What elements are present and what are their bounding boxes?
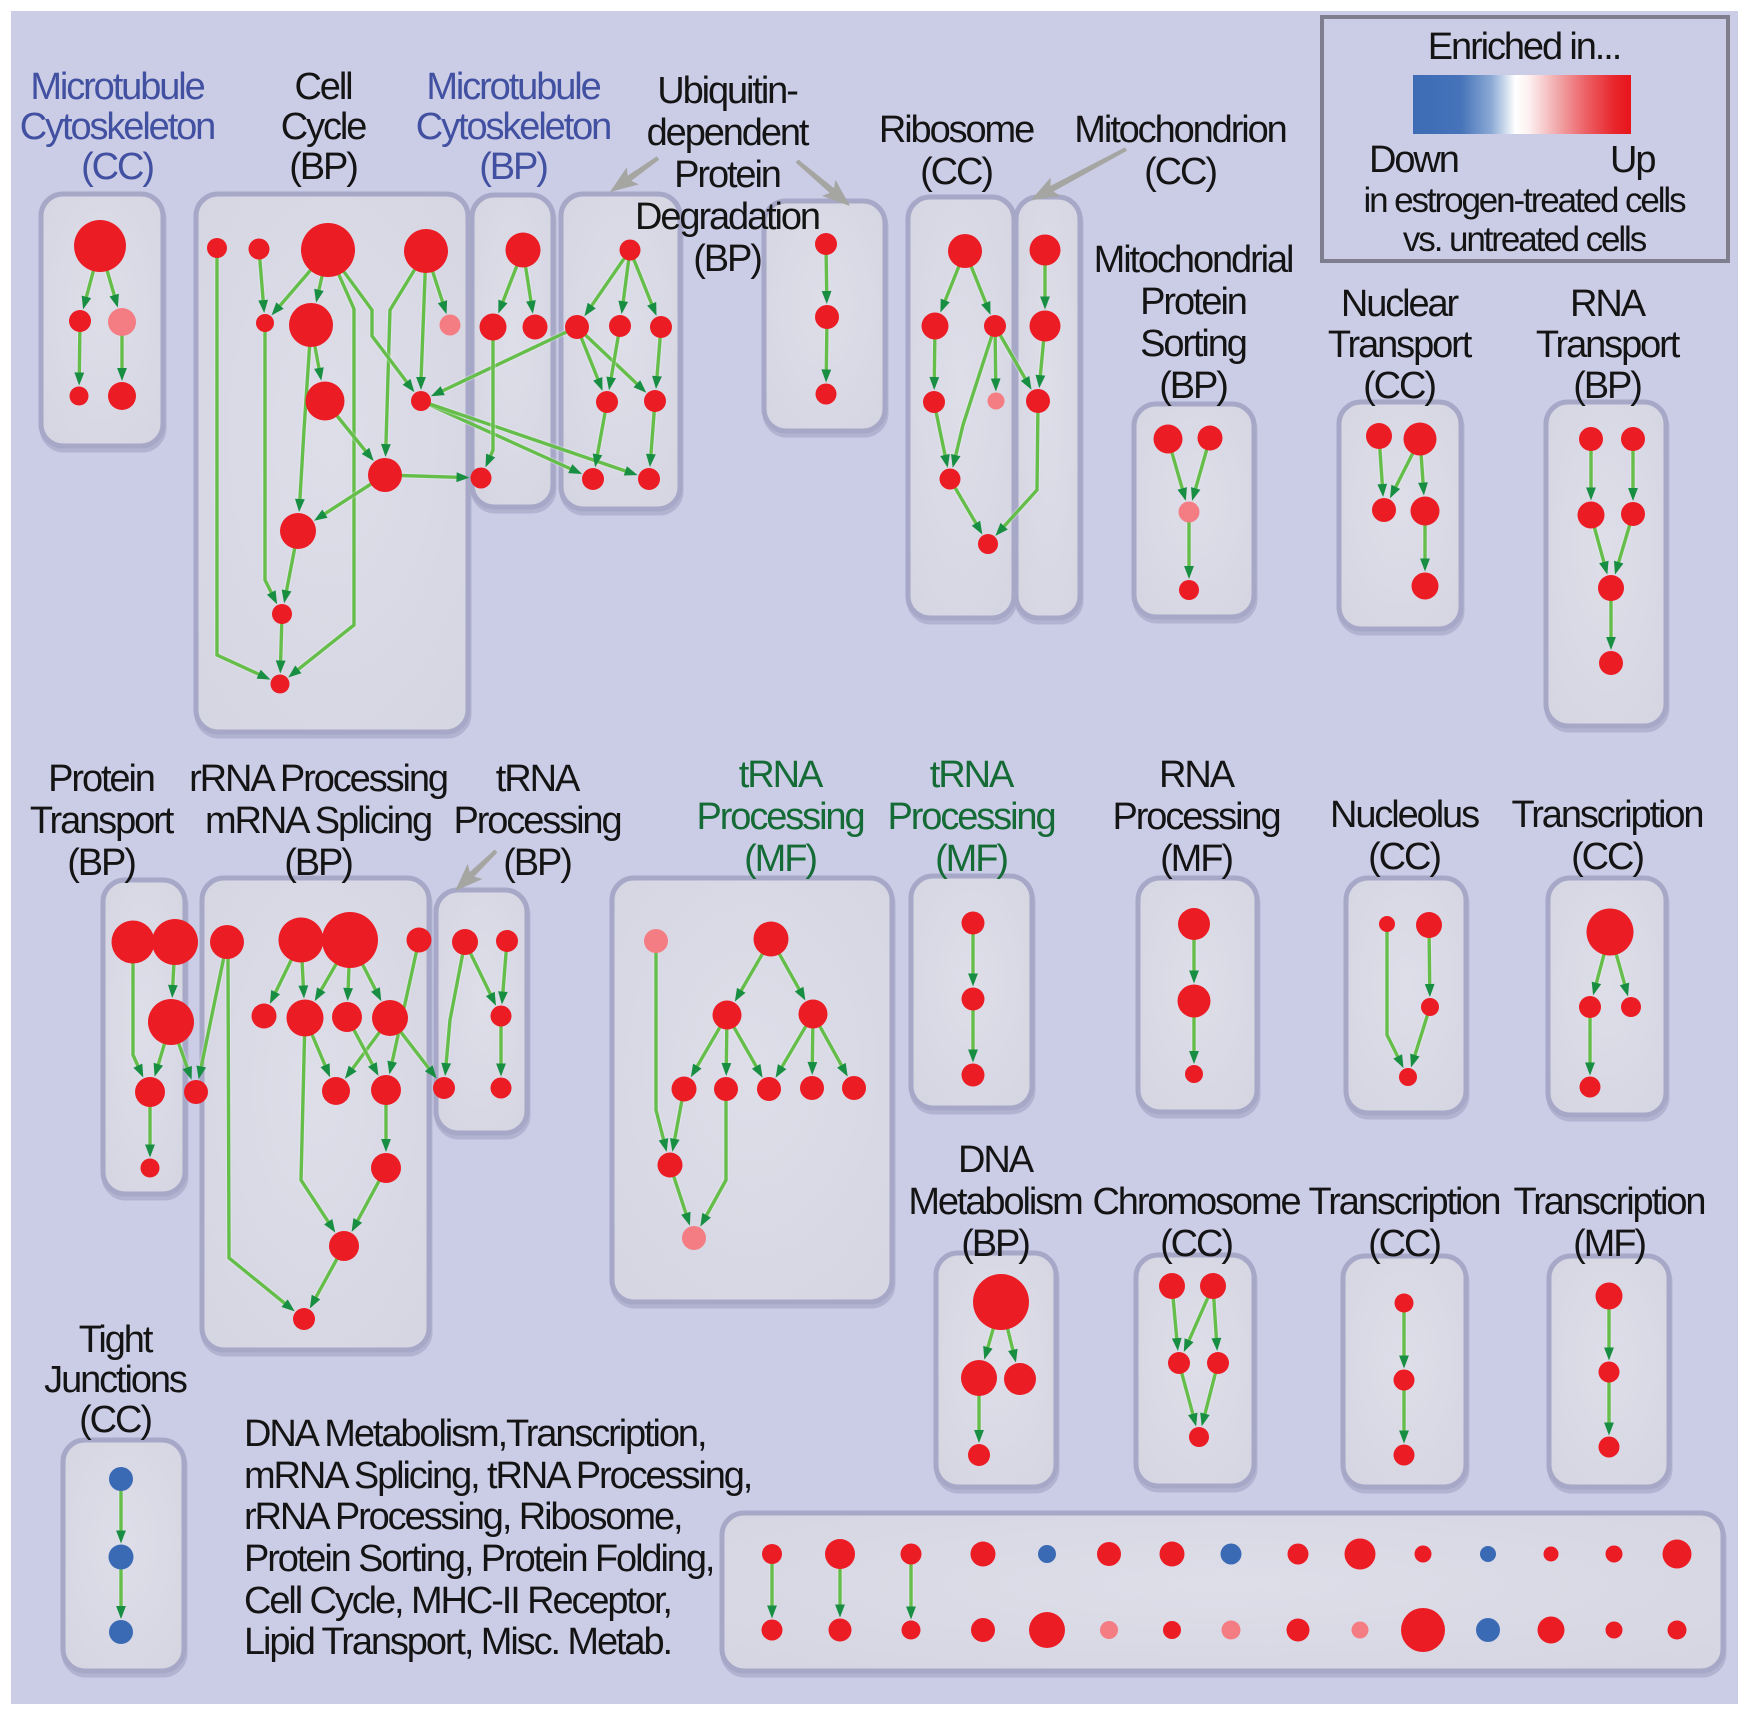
svg-text:Mitochondrion: Mitochondrion — [1074, 109, 1285, 151]
svg-text:Enriched in...: Enriched in... — [1428, 26, 1620, 68]
svg-text:Ubiquitin-: Ubiquitin- — [657, 70, 797, 112]
svg-text:Degradation: Degradation — [635, 196, 819, 238]
svg-text:mRNA Splicing: mRNA Splicing — [205, 800, 431, 842]
svg-text:(CC): (CC) — [1368, 1223, 1440, 1265]
svg-text:Chromosome: Chromosome — [1092, 1181, 1300, 1223]
svg-text:(CC): (CC) — [1571, 836, 1643, 878]
svg-text:Cytoskeleton: Cytoskeleton — [416, 106, 610, 148]
svg-text:(BP): (BP) — [1159, 365, 1227, 407]
svg-text:(CC): (CC) — [81, 146, 153, 188]
svg-text:Protein: Protein — [674, 154, 780, 196]
svg-text:(CC): (CC) — [1368, 836, 1440, 878]
svg-text:Transcription: Transcription — [1512, 794, 1703, 836]
svg-text:Lipid Transport, Misc. Metab.: Lipid Transport, Misc. Metab. — [244, 1621, 671, 1663]
svg-text:(BP): (BP) — [1573, 365, 1641, 407]
svg-text:tRNA: tRNA — [496, 758, 581, 800]
svg-text:RNA: RNA — [1159, 754, 1236, 796]
svg-text:(CC): (CC) — [1363, 365, 1435, 407]
svg-text:Transport: Transport — [30, 800, 175, 842]
svg-text:Microtubule: Microtubule — [30, 66, 204, 108]
svg-text:Microtubule: Microtubule — [426, 66, 600, 108]
svg-text:(BP): (BP) — [289, 146, 357, 188]
svg-text:Ribosome: Ribosome — [879, 109, 1034, 151]
svg-text:(MF): (MF) — [1160, 838, 1232, 880]
svg-text:Processing: Processing — [454, 800, 621, 842]
svg-text:(BP): (BP) — [503, 842, 571, 884]
svg-text:Cytoskeleton: Cytoskeleton — [20, 106, 214, 148]
svg-text:Transcription: Transcription — [1514, 1181, 1705, 1223]
svg-text:DNA: DNA — [958, 1139, 1035, 1181]
svg-text:Mitochondrial: Mitochondrial — [1094, 239, 1293, 281]
svg-text:Protein Sorting, Protein Foldi: Protein Sorting, Protein Folding, — [244, 1538, 713, 1580]
svg-text:(BP): (BP) — [284, 842, 352, 884]
svg-text:(BP): (BP) — [693, 238, 761, 280]
svg-text:Cycle: Cycle — [281, 106, 366, 148]
svg-text:Junctions: Junctions — [44, 1359, 187, 1401]
svg-text:(CC): (CC) — [1144, 151, 1216, 193]
svg-text:Sorting: Sorting — [1140, 323, 1246, 365]
svg-text:vs. untreated cells: vs. untreated cells — [1403, 220, 1647, 259]
svg-text:Nuclear: Nuclear — [1341, 283, 1460, 325]
svg-text:(CC): (CC) — [79, 1399, 151, 1441]
svg-text:dependent: dependent — [647, 112, 810, 154]
svg-text:Protein: Protein — [1140, 281, 1246, 323]
svg-text:(BP): (BP) — [961, 1223, 1029, 1265]
svg-text:DNA Metabolism,Transcription,: DNA Metabolism,Transcription, — [244, 1413, 705, 1455]
svg-text:Cell Cycle, MHC-II Receptor,: Cell Cycle, MHC-II Receptor, — [244, 1580, 671, 1622]
svg-text:rRNA Processing, Ribosome,: rRNA Processing, Ribosome, — [244, 1496, 681, 1538]
svg-text:(CC): (CC) — [920, 151, 992, 193]
svg-text:(BP): (BP) — [67, 842, 135, 884]
svg-text:rRNA Processing: rRNA Processing — [189, 758, 447, 800]
svg-text:Transcription: Transcription — [1309, 1181, 1500, 1223]
svg-text:(MF): (MF) — [935, 838, 1007, 880]
svg-text:in estrogen-treated cells: in estrogen-treated cells — [1363, 181, 1686, 220]
svg-text:mRNA Splicing, tRNA Processing: mRNA Splicing, tRNA Processing, — [244, 1455, 751, 1497]
svg-text:tRNA: tRNA — [930, 754, 1015, 796]
svg-text:Cell: Cell — [294, 66, 351, 108]
svg-text:RNA: RNA — [1570, 283, 1647, 325]
svg-text:(BP): (BP) — [479, 146, 547, 188]
svg-text:(MF): (MF) — [1573, 1223, 1645, 1265]
svg-text:Protein: Protein — [48, 758, 154, 800]
svg-text:Processing: Processing — [1113, 796, 1280, 838]
svg-text:Down: Down — [1369, 139, 1458, 181]
svg-text:Transport: Transport — [1536, 324, 1681, 366]
svg-text:(CC): (CC) — [1160, 1223, 1232, 1265]
svg-text:Transport: Transport — [1328, 324, 1473, 366]
svg-text:Tight: Tight — [79, 1319, 154, 1361]
svg-text:Nucleolus: Nucleolus — [1330, 794, 1479, 836]
svg-text:Processing: Processing — [697, 796, 864, 838]
svg-text:Metabolism: Metabolism — [908, 1181, 1082, 1223]
svg-text:Up: Up — [1610, 139, 1655, 181]
svg-text:Processing: Processing — [888, 796, 1055, 838]
svg-text:(MF): (MF) — [744, 838, 816, 880]
svg-text:tRNA: tRNA — [739, 754, 824, 796]
